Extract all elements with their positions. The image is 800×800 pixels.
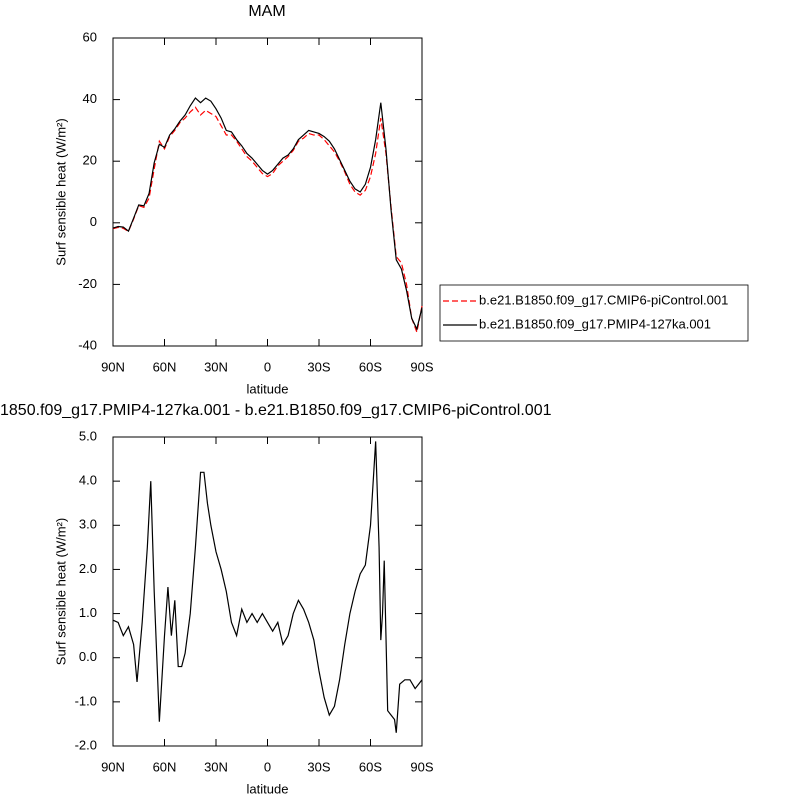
x-tick-label: 30N	[204, 759, 228, 774]
data-line	[112, 97, 423, 331]
x-tick-label: 30N	[204, 359, 228, 374]
x-tick-label: 60N	[153, 759, 177, 774]
x-tick-label: 90N	[101, 359, 125, 374]
chart-title: 1850.f09_g17.PMIP4-127ka.001 - b.e21.B18…	[0, 402, 552, 419]
data-line	[112, 106, 423, 335]
y-tick-label: -20	[78, 276, 97, 291]
plot-frame	[112, 436, 423, 747]
y-tick-label: -1.0	[75, 693, 97, 708]
plot-frame	[112, 37, 423, 347]
y-axis-label: Surf sensible heat (W/m²)	[53, 518, 68, 665]
x-tick-label: 0	[264, 759, 271, 774]
x-tick-label: 60S	[359, 759, 382, 774]
x-axis-label: latitude	[247, 781, 289, 796]
y-tick-label: -40	[78, 337, 97, 352]
x-tick-label: 90N	[101, 759, 125, 774]
x-tick-label: 60N	[153, 359, 177, 374]
legend-box	[439, 284, 749, 342]
data-line	[112, 441, 423, 733]
chart-title: MAM	[248, 3, 285, 20]
x-tick-label: 60S	[359, 359, 382, 374]
y-tick-label: 40	[83, 91, 97, 106]
x-tick-label: 90S	[410, 359, 433, 374]
y-tick-label: 0.0	[79, 649, 97, 664]
y-tick-label: 5.0	[79, 428, 97, 443]
x-tick-label: 30S	[307, 359, 330, 374]
y-tick-label: 4.0	[79, 473, 97, 488]
y-tick-label: -2.0	[75, 737, 97, 752]
x-axis-label: latitude	[247, 381, 289, 396]
legend-label: b.e21.B1850.f09_g17.CMIP6-piControl.001	[479, 292, 728, 307]
y-tick-label: 20	[83, 153, 97, 168]
x-tick-label: 0	[264, 359, 271, 374]
y-tick-label: 0	[90, 214, 97, 229]
x-tick-label: 90S	[410, 759, 433, 774]
y-tick-label: 60	[83, 29, 97, 44]
legend-label: b.e21.B1850.f09_g17.PMIP4-127ka.001	[479, 316, 711, 331]
y-tick-label: 3.0	[79, 517, 97, 532]
y-tick-label: 2.0	[79, 561, 97, 576]
x-tick-label: 30S	[307, 759, 330, 774]
y-axis-label: Surf sensible heat (W/m²)	[53, 118, 68, 265]
y-tick-label: 1.0	[79, 605, 97, 620]
